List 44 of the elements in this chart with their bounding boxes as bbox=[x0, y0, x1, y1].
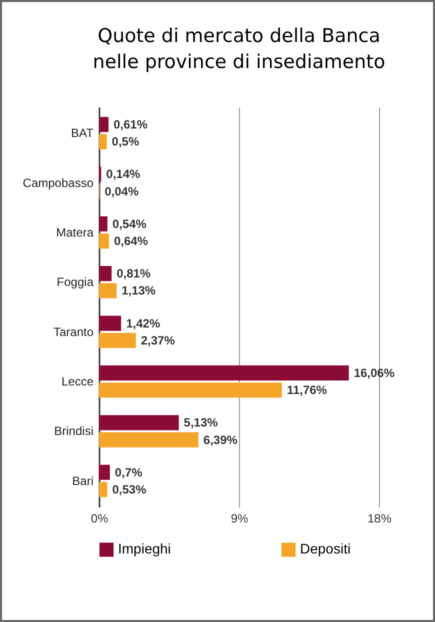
y-tick-label: Foggia bbox=[56, 275, 94, 290]
data-label: 0,5% bbox=[112, 134, 140, 149]
y-tick-label: Taranto bbox=[53, 324, 94, 339]
data-label: 0,61% bbox=[113, 117, 148, 132]
data-label: 0,14% bbox=[106, 167, 141, 182]
x-tick-label: 9% bbox=[230, 512, 248, 526]
bar bbox=[99, 283, 117, 298]
data-label: 0,64% bbox=[114, 234, 148, 248]
x-tick-label: 0% bbox=[90, 512, 108, 526]
bar bbox=[99, 415, 179, 430]
y-tick-label: Lecce bbox=[61, 374, 94, 389]
bar bbox=[99, 134, 107, 150]
y-tick-label: Campobasso bbox=[22, 176, 94, 190]
chart-title: Quote di mercato della Banca nelle province di insediamento bbox=[92, 25, 386, 73]
data-label: 0,04% bbox=[104, 184, 139, 198]
bar bbox=[99, 382, 282, 398]
bar bbox=[99, 116, 108, 132]
bar bbox=[99, 332, 136, 348]
bar bbox=[99, 432, 198, 448]
bar bbox=[99, 266, 112, 282]
data-label: 1,13% bbox=[122, 284, 156, 298]
bar bbox=[99, 464, 110, 480]
y-tick-label: Matera bbox=[56, 225, 94, 240]
data-label: 6,39% bbox=[203, 432, 238, 447]
y-tick-label: BAT bbox=[71, 126, 94, 140]
data-label: 0,53% bbox=[112, 482, 147, 497]
data-label: 0,81% bbox=[116, 266, 151, 281]
bar bbox=[99, 316, 122, 331]
bar bbox=[99, 216, 108, 232]
data-label: 0,54% bbox=[112, 216, 147, 231]
data-label: 2,37% bbox=[140, 333, 176, 348]
bar bbox=[99, 233, 109, 249]
x-tick-label: 18% bbox=[367, 512, 392, 526]
data-label: 5,13% bbox=[184, 416, 218, 430]
bar bbox=[99, 482, 108, 498]
data-label: 0,7% bbox=[114, 465, 143, 480]
data-label: 16,06% bbox=[354, 366, 395, 380]
legend-label: Depositi bbox=[300, 540, 351, 557]
data-label: 1,42% bbox=[126, 316, 160, 330]
bar bbox=[99, 365, 349, 381]
data-label: 11,76% bbox=[286, 383, 328, 398]
legend-label: Impieghi bbox=[118, 540, 171, 557]
y-tick-label: Brindisi bbox=[54, 424, 94, 438]
y-tick-label: Bari bbox=[72, 474, 94, 488]
